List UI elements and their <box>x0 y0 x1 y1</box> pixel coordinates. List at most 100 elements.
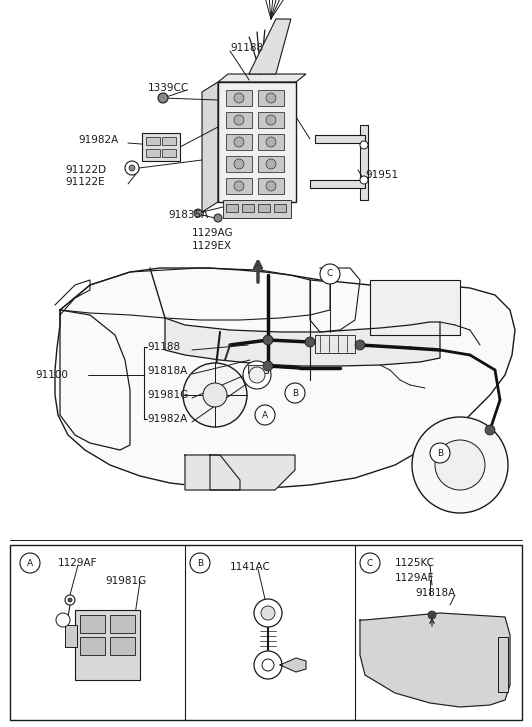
Circle shape <box>266 137 276 147</box>
Bar <box>146 149 160 157</box>
Circle shape <box>360 141 368 149</box>
Text: A: A <box>27 558 33 568</box>
Bar <box>315 135 365 143</box>
Polygon shape <box>280 658 306 672</box>
Circle shape <box>263 335 273 345</box>
Circle shape <box>68 598 72 602</box>
Circle shape <box>360 176 368 184</box>
Bar <box>258 178 284 194</box>
Text: 91100: 91100 <box>35 370 68 380</box>
Text: 1129EX: 1129EX <box>192 241 232 251</box>
Circle shape <box>234 137 244 147</box>
Text: B: B <box>292 388 298 398</box>
Circle shape <box>234 93 244 103</box>
Circle shape <box>266 159 276 169</box>
Circle shape <box>243 361 271 389</box>
Circle shape <box>249 367 265 383</box>
Text: 1129AF: 1129AF <box>395 573 435 583</box>
Bar <box>360 125 368 200</box>
Polygon shape <box>360 613 510 707</box>
Circle shape <box>56 613 70 627</box>
Bar <box>248 365 268 373</box>
Circle shape <box>234 159 244 169</box>
Bar <box>498 637 508 692</box>
Text: 1125KC: 1125KC <box>395 558 435 568</box>
Bar <box>226 90 252 106</box>
Bar <box>110 637 135 655</box>
Text: 91835A: 91835A <box>168 210 208 220</box>
Circle shape <box>355 340 365 350</box>
Circle shape <box>285 383 305 403</box>
Polygon shape <box>165 318 440 366</box>
Circle shape <box>254 651 282 679</box>
Bar <box>258 134 284 150</box>
Circle shape <box>305 337 315 347</box>
Text: 91818A: 91818A <box>415 588 455 598</box>
Text: 1141AC: 1141AC <box>230 562 271 572</box>
Bar <box>226 112 252 128</box>
Circle shape <box>158 93 168 103</box>
Circle shape <box>262 659 274 671</box>
Bar <box>226 134 252 150</box>
Bar <box>226 178 252 194</box>
Text: 91122E: 91122E <box>65 177 105 187</box>
Polygon shape <box>202 82 218 212</box>
Polygon shape <box>185 455 295 490</box>
Circle shape <box>430 443 450 463</box>
Bar <box>310 180 365 188</box>
Circle shape <box>214 214 222 222</box>
Text: 1129AF: 1129AF <box>58 558 97 568</box>
Circle shape <box>129 165 135 171</box>
Bar <box>258 90 284 106</box>
Circle shape <box>435 440 485 490</box>
Text: 91981G: 91981G <box>147 390 188 400</box>
Bar <box>223 200 291 218</box>
Text: 1339CC: 1339CC <box>148 83 189 93</box>
Circle shape <box>183 363 247 427</box>
Text: 91981G: 91981G <box>105 576 146 586</box>
Bar <box>146 137 160 145</box>
Bar <box>226 156 252 172</box>
Polygon shape <box>55 268 515 488</box>
Text: 1129AG: 1129AG <box>192 228 234 238</box>
Text: 91951: 91951 <box>365 170 398 180</box>
Bar <box>218 82 296 202</box>
Bar <box>162 137 176 145</box>
Text: 91122D: 91122D <box>65 165 106 175</box>
Text: C: C <box>367 558 373 568</box>
Text: A: A <box>262 411 268 419</box>
Bar <box>80 615 105 633</box>
Circle shape <box>234 115 244 125</box>
Circle shape <box>234 181 244 191</box>
Circle shape <box>360 553 380 573</box>
Circle shape <box>320 264 340 284</box>
Circle shape <box>261 606 275 620</box>
Bar <box>80 637 105 655</box>
Circle shape <box>266 93 276 103</box>
Bar <box>258 156 284 172</box>
Circle shape <box>266 181 276 191</box>
Bar <box>226 204 238 212</box>
Circle shape <box>485 425 495 435</box>
Circle shape <box>266 115 276 125</box>
Text: B: B <box>437 449 443 457</box>
Circle shape <box>428 611 436 619</box>
Text: 91188: 91188 <box>147 342 180 352</box>
Bar <box>10 545 522 720</box>
Bar <box>370 280 460 335</box>
Bar <box>110 615 135 633</box>
Bar <box>242 204 254 212</box>
Circle shape <box>263 361 273 371</box>
Bar <box>65 625 77 647</box>
Bar <box>142 133 180 161</box>
Circle shape <box>190 553 210 573</box>
Circle shape <box>65 595 75 605</box>
Polygon shape <box>218 74 306 82</box>
Text: B: B <box>197 558 203 568</box>
Circle shape <box>254 599 282 627</box>
Bar <box>258 112 284 128</box>
Circle shape <box>125 161 139 175</box>
Text: 91982A: 91982A <box>147 414 187 424</box>
Bar <box>162 149 176 157</box>
Circle shape <box>194 209 202 217</box>
